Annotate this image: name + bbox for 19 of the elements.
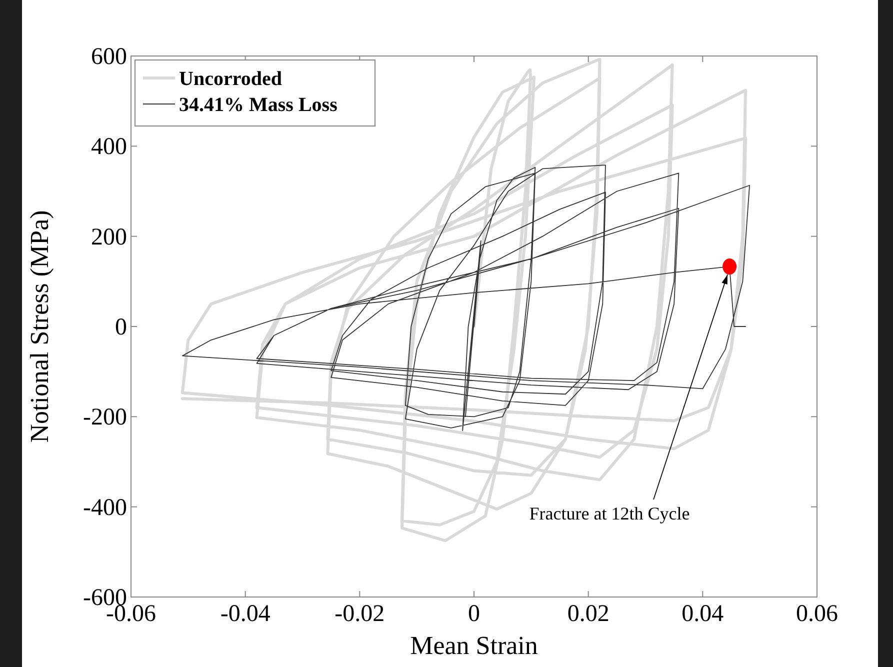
x-tick-label: 0 <box>468 601 480 627</box>
line-series <box>182 164 750 432</box>
y-tick-label: 0 <box>115 314 127 340</box>
x-tick-label: 0.04 <box>682 601 724 627</box>
y-tick-label: 400 <box>91 134 127 160</box>
y-tick-label: -200 <box>83 404 127 431</box>
y-axis-title: Notional Stress (MPa) <box>25 210 54 443</box>
y-tick-label: 600 <box>91 44 127 70</box>
line-series <box>180 58 748 542</box>
y-tick-label: -400 <box>83 494 127 521</box>
legend-label: 34.41% Mass Loss <box>179 94 338 116</box>
x-tick-label: 0.02 <box>567 601 610 627</box>
x-tick-label: -0.04 <box>220 601 270 627</box>
annotation: Fracture at 12th Cycle <box>529 504 690 524</box>
x-tick-label: 0.06 <box>796 601 838 627</box>
legend-label: Uncorroded <box>179 68 282 90</box>
y-tick-label: 200 <box>91 224 127 250</box>
x-axis-title: Mean Strain <box>410 631 538 660</box>
x-tick-label: -0.02 <box>334 601 385 627</box>
